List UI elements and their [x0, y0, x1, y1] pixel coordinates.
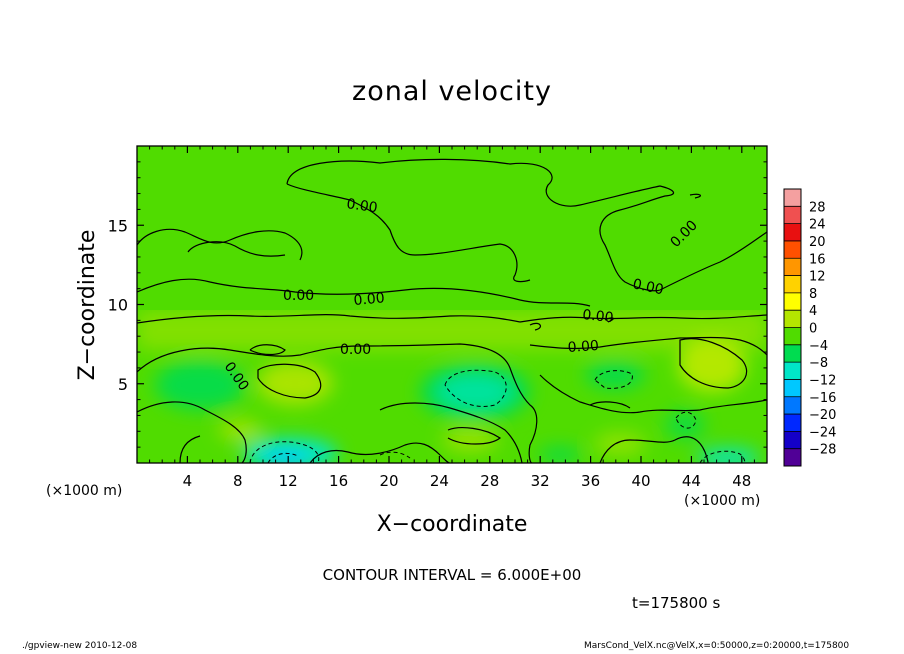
colorbar-label: −12	[809, 373, 836, 388]
colorbar-swatch	[784, 206, 801, 225]
x-tick-label: 40	[631, 472, 650, 490]
x-tick-label: 36	[581, 472, 600, 490]
x-tick-label: 24	[430, 472, 449, 490]
y-axis-unit: (×1000 m)	[46, 483, 123, 499]
footer-right: MarsCond_VelX.nc@VelX,x=0:50000,z=0:2000…	[584, 641, 850, 651]
colorbar-label: 20	[809, 235, 826, 250]
colorbar-swatch	[784, 258, 801, 277]
colorbar-label: −20	[809, 408, 836, 423]
contour-label: 0.00	[340, 342, 371, 358]
colorbar-swatch	[784, 275, 801, 294]
x-tick-label: 4	[183, 472, 193, 490]
colorbar-label: −24	[809, 425, 836, 440]
x-axis-label: X−coordinate	[376, 512, 528, 537]
contour-label: 0.00	[567, 338, 599, 356]
time-stamp: t=175800 s	[632, 594, 721, 612]
x-tick-label: 48	[732, 472, 751, 490]
contour-label: 0.00	[582, 307, 615, 326]
contour-label: 0.00	[345, 196, 378, 216]
contour-label: 0.00	[631, 276, 665, 298]
x-axis-unit: (×1000 m)	[684, 493, 761, 509]
colorbar-swatch	[784, 431, 801, 450]
y-axis-label: Z−coordinate	[75, 230, 100, 381]
colorbar-swatch	[784, 396, 801, 415]
colorbar-label: −16	[809, 391, 836, 406]
colorbar-label: 12	[809, 270, 826, 285]
chart-title: zonal velocity	[352, 76, 552, 107]
colorbar-swatch	[784, 292, 801, 311]
colorbar-swatch	[784, 240, 801, 259]
colorbar-label: 24	[809, 218, 826, 233]
colorbar-label: −8	[809, 356, 828, 371]
colorbar-swatch	[784, 223, 801, 242]
x-tick-label: 32	[531, 472, 550, 490]
velocity-field: 0.00 0.00 0.00 0.00 0.00 0.00 0.00 0.00 …	[137, 146, 767, 463]
colorbar-label: −4	[809, 339, 828, 354]
x-tick-label: 28	[480, 472, 499, 490]
colorbar-label: 8	[809, 287, 817, 302]
x-tick-label: 16	[329, 472, 348, 490]
negative-contours	[249, 369, 746, 463]
colorbar-swatch	[784, 379, 801, 398]
colorbar-swatch	[784, 362, 801, 380]
colorbar-swatch	[784, 310, 801, 328]
y-tick-label: 10	[108, 296, 128, 315]
y-tick-label: 15	[108, 216, 128, 235]
colorbar-label: 16	[809, 252, 826, 267]
colorbar-swatch	[784, 414, 801, 432]
contour-interval: CONTOUR INTERVAL = 6.000E+00	[322, 566, 582, 584]
y-tick-label: 5	[118, 375, 128, 394]
colorbar-label: 0	[809, 322, 817, 337]
contour-label: 0.00	[283, 288, 314, 304]
colorbar-swatch	[784, 448, 801, 467]
colorbar-label: −28	[809, 443, 836, 458]
colorbar: 28 24 20 16 12 8 4 0 −4 −8 −12 −16 −20 −24 −28	[783, 188, 836, 467]
footer-left: ./gpview-new 2010-12-08	[22, 641, 138, 651]
colorbar-label: 4	[809, 304, 817, 319]
contour-label: 0.00	[353, 290, 385, 309]
x-tick-label: 20	[379, 472, 398, 490]
x-tick-label: 44	[682, 472, 701, 490]
colorbar-swatch	[784, 327, 801, 346]
colorbar-swatch	[784, 189, 801, 207]
contour-lines	[137, 158, 767, 463]
x-tick-label: 12	[279, 472, 298, 490]
x-tick-label: 8	[233, 472, 243, 490]
colorbar-label: 28	[809, 200, 826, 215]
colorbar-swatch	[784, 344, 801, 363]
